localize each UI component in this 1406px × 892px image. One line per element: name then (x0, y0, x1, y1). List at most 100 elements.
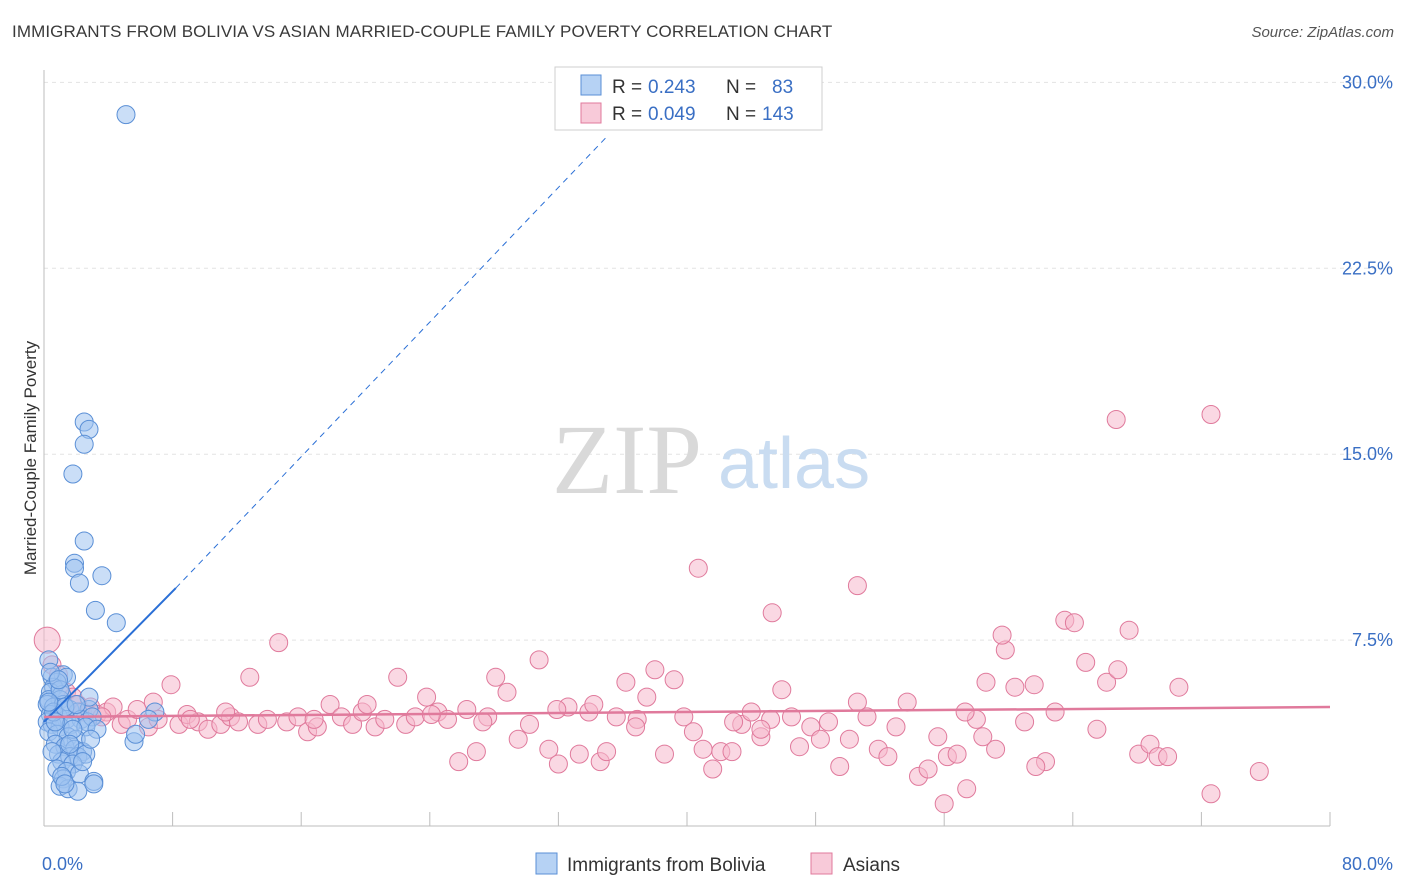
bolivia-point-0 (116, 105, 136, 125)
asians-point-110 (1097, 672, 1117, 692)
asians-point-102 (1015, 712, 1035, 732)
asians-point-70 (703, 759, 723, 779)
bolivia-trend-line (43, 587, 177, 723)
asians-point-122 (762, 603, 782, 623)
asians-point-54 (548, 754, 568, 774)
bolivia-point-77 (49, 670, 68, 690)
trend-lines (43, 136, 1331, 723)
asians-point-53 (539, 739, 559, 759)
asians-point-49 (497, 682, 517, 702)
asians-point-79 (790, 737, 809, 757)
bolivia-point-76 (39, 692, 59, 712)
asians-point-50 (508, 729, 528, 749)
asians-point-107 (1064, 613, 1084, 633)
asians-point-95 (947, 744, 967, 764)
bolivia-point-74 (81, 729, 101, 749)
asians-point-38 (388, 667, 408, 687)
source-label: Source: ZipAtlas.com (1251, 24, 1394, 41)
asians-point-111 (1108, 660, 1128, 680)
asians-point-69 (693, 739, 713, 759)
watermark: ZIP atlas (552, 404, 870, 515)
asians-point-81 (810, 729, 830, 749)
asians-point-61 (616, 672, 636, 692)
asians-point-141 (584, 695, 604, 714)
legend-swatch-bolivia (580, 74, 602, 96)
asians-point-89 (886, 717, 906, 737)
y-axis-label: Married-Couple Family Poverty (21, 340, 40, 575)
asians-point-63 (637, 687, 657, 707)
bolivia-point-82 (55, 774, 75, 794)
legend-n-value-asians: 143 (762, 104, 794, 125)
asians-point-123 (1106, 410, 1126, 429)
asians-point-83 (830, 757, 850, 776)
asians-point-98 (976, 672, 996, 692)
y-tick-label-3: 30.0% (1342, 72, 1393, 92)
series-legend-swatch-bolivia (535, 852, 558, 875)
y-tick-label-0: 7.5% (1352, 630, 1393, 650)
asians-point-23 (229, 712, 248, 732)
asians-point-59 (597, 742, 617, 762)
asians-point-112 (1119, 620, 1139, 640)
bolivia-point-5 (74, 531, 94, 551)
bolivia-point-11 (106, 613, 126, 633)
series-legend-swatch-asians (810, 852, 833, 875)
bolivia-point-81 (73, 752, 93, 772)
asians-point-140 (547, 700, 567, 719)
bolivia-point-80 (60, 734, 80, 754)
asians-point-127 (751, 719, 771, 739)
asians-point-93 (928, 727, 948, 747)
asians-point-130 (973, 727, 993, 747)
stats-legend: R = 0.243 N = 83 R = 0.049 N = 143 (554, 66, 823, 131)
watermark-zip: ZIP (552, 404, 702, 515)
asians-point-137 (357, 695, 377, 714)
asians-point-65 (655, 744, 674, 764)
legend-n-label-bolivia: N = (726, 77, 756, 98)
asians-point-139 (473, 712, 493, 732)
series-legend: Immigrants from Bolivia Asians (535, 852, 900, 876)
asians-point-44 (449, 752, 469, 772)
y-tick-label-2: 22.5% (1342, 258, 1393, 278)
bolivia-point-73 (42, 742, 62, 762)
asians-point-82 (819, 712, 838, 732)
x-tick-label-1: 80.0% (1342, 854, 1393, 874)
asians-point-48 (486, 667, 506, 687)
x-tick-labels: 0.0% 80.0% (42, 854, 1393, 874)
asians-point-126 (724, 712, 744, 732)
asians-point-121 (847, 576, 867, 596)
asians-point-96 (957, 779, 977, 799)
bolivia-point-66 (126, 724, 146, 744)
bolivia-point-7 (92, 566, 112, 586)
asians-point-86 (857, 707, 877, 727)
asians-point-119 (1249, 762, 1269, 781)
asians-point-99 (986, 739, 1006, 759)
asians-point-105 (1045, 702, 1065, 722)
asians-point-101 (1005, 677, 1025, 697)
asians-point-27 (269, 633, 289, 653)
asians-point-134 (180, 709, 200, 729)
asians-point-60 (606, 707, 626, 727)
asians-point-92 (918, 759, 938, 779)
bolivia-point-4 (63, 464, 83, 484)
asians-point-16 (161, 675, 181, 695)
y-tick-label-1: 15.0% (1342, 444, 1393, 464)
bolivia-trend-extension (175, 136, 607, 589)
legend-swatch-asians (580, 102, 602, 124)
asians-point-135 (216, 702, 236, 722)
asians-point-77 (772, 680, 792, 700)
asians-point-129 (934, 794, 954, 814)
asians-point-26 (257, 709, 277, 729)
asians-point-103 (1024, 675, 1044, 695)
legend-n-value-bolivia: 83 (772, 77, 793, 98)
asians-point-41 (417, 687, 437, 707)
asians-point-51 (520, 714, 539, 734)
asians-point-66 (664, 670, 684, 690)
asians-trend-line (43, 705, 1331, 719)
legend-r-label-bolivia: R = (612, 77, 642, 98)
asians-point-24 (240, 667, 260, 687)
asians-point-142 (626, 717, 646, 737)
asians-point-64 (645, 660, 665, 680)
series-legend-label-asians: Asians (843, 855, 900, 876)
bolivia-point-62 (84, 774, 104, 794)
bolivia-point-9 (69, 573, 89, 593)
series-legend-label-bolivia: Immigrants from Bolivia (567, 855, 766, 876)
